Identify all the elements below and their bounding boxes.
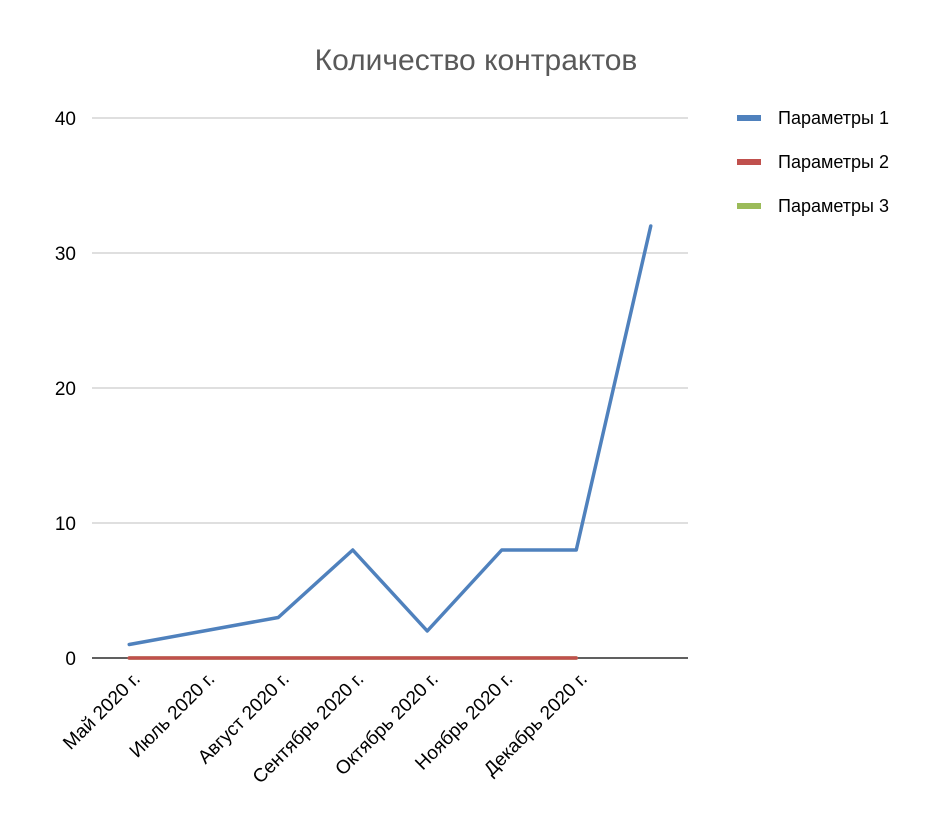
gridlines bbox=[92, 117, 688, 524]
legend-label: Параметры 3 bbox=[778, 196, 889, 216]
legend-label: Параметры 1 bbox=[778, 108, 889, 128]
y-tick-label: 30 bbox=[55, 244, 76, 265]
legend-label: Параметры 2 bbox=[778, 152, 889, 172]
chart-title: Количество контрактов bbox=[315, 44, 638, 77]
legend-swatch bbox=[737, 203, 761, 209]
legend-swatch bbox=[737, 115, 761, 121]
series-lines bbox=[127, 224, 653, 660]
y-tick-label: 10 bbox=[55, 514, 76, 535]
y-tick-label: 40 bbox=[55, 109, 76, 130]
y-tick-label: 20 bbox=[55, 379, 76, 400]
legend: Параметры 1 Параметры 2 Параметры 3 bbox=[737, 108, 889, 216]
series-line-1 bbox=[127, 224, 653, 647]
legend-swatch bbox=[737, 159, 761, 165]
y-tick-label: 0 bbox=[65, 649, 76, 670]
